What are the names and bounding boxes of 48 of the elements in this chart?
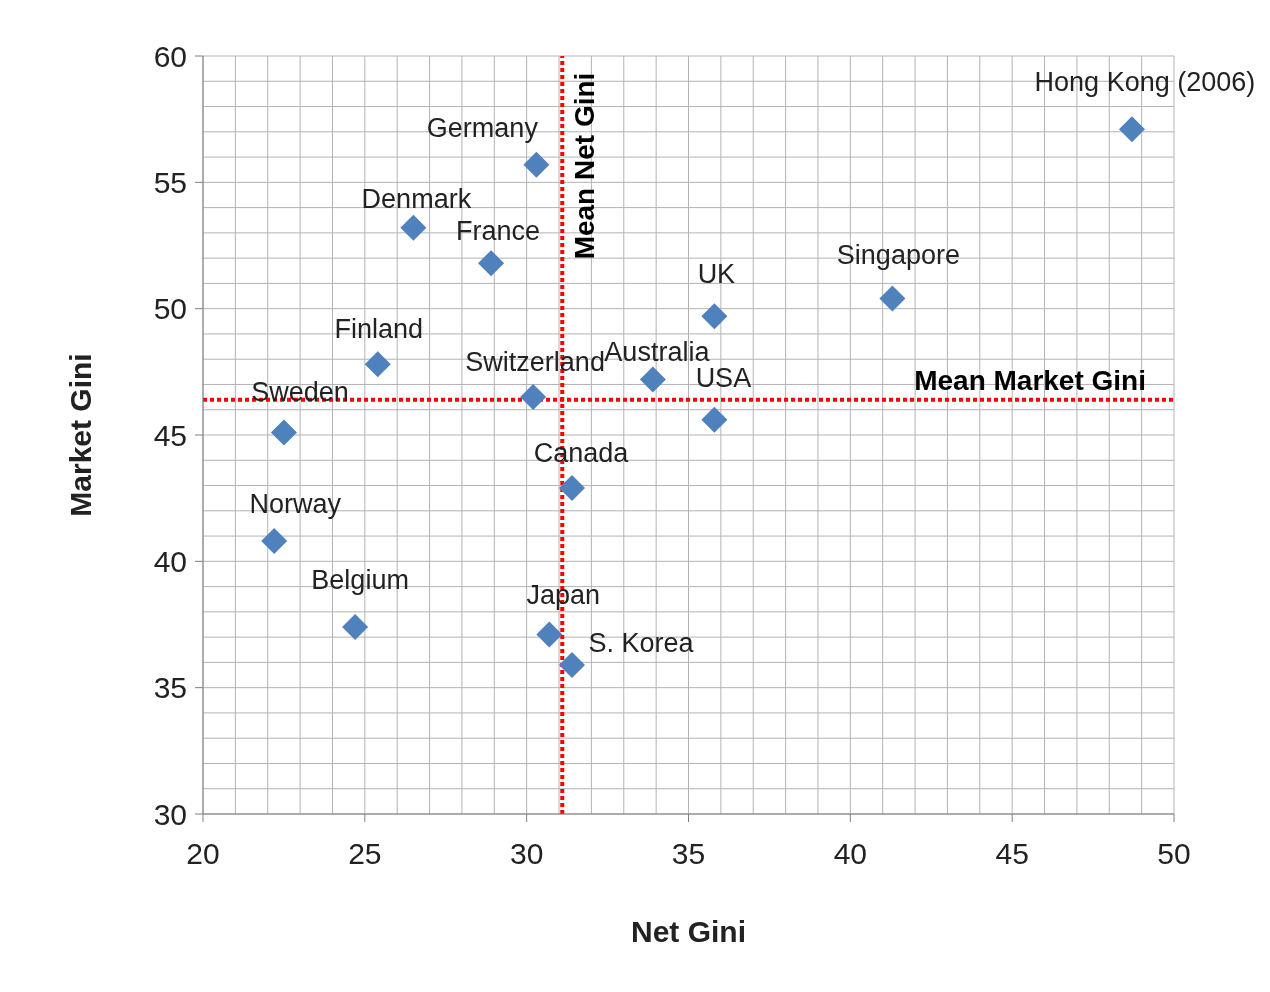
ref-line-label: Mean Net Gini xyxy=(569,72,601,260)
ref-line-label: Mean Market Gini xyxy=(914,364,1146,396)
x-tick-label: 35 xyxy=(671,837,706,870)
series-label: Norway xyxy=(249,489,342,520)
point xyxy=(536,621,563,648)
series-label: S. Korea xyxy=(588,627,695,658)
point xyxy=(270,419,297,446)
y-axis-title: Market Gini xyxy=(63,353,97,517)
series-label: Japan xyxy=(526,579,601,610)
series-label: UK xyxy=(697,259,736,290)
x-tick-label: 20 xyxy=(186,837,220,870)
y-tick-label: 40 xyxy=(153,544,187,578)
series-label: Belgium xyxy=(311,565,409,596)
point xyxy=(701,303,728,330)
x-tick-label: 45 xyxy=(995,837,1029,870)
series-label: Finland xyxy=(334,314,424,345)
point xyxy=(400,214,427,241)
y-tick-label: 35 xyxy=(153,671,187,705)
series-label: Sweden xyxy=(251,377,349,408)
point xyxy=(639,366,666,393)
y-tick-label: 30 xyxy=(153,797,187,831)
x-tick-label: 25 xyxy=(348,837,382,870)
series-label: Canada xyxy=(533,438,630,469)
point xyxy=(558,475,585,502)
y-tick-label: 50 xyxy=(153,292,187,326)
point xyxy=(520,384,547,411)
point xyxy=(701,406,728,433)
point xyxy=(523,151,550,178)
x-axis-title: Net Gini xyxy=(630,915,747,948)
series-label: Singapore xyxy=(836,239,960,270)
point xyxy=(261,528,288,555)
y-tick-label: 45 xyxy=(153,418,187,452)
point xyxy=(364,351,391,378)
point xyxy=(879,285,906,312)
series-label: Hong Kong (2006) xyxy=(1034,67,1256,98)
y-tick-label: 55 xyxy=(153,165,187,199)
x-tick-label: 40 xyxy=(833,837,868,870)
y-tick-label: 60 xyxy=(153,39,187,73)
series-label: Switzerland xyxy=(465,347,605,378)
x-tick-label: 30 xyxy=(509,837,544,870)
point xyxy=(558,651,585,678)
point xyxy=(1118,116,1145,143)
series-label: Denmark xyxy=(361,183,472,214)
series-label: Germany xyxy=(426,112,539,143)
series-label: France xyxy=(456,216,541,247)
point xyxy=(478,250,505,277)
x-tick-label: 50 xyxy=(1157,837,1191,870)
point xyxy=(342,614,369,641)
